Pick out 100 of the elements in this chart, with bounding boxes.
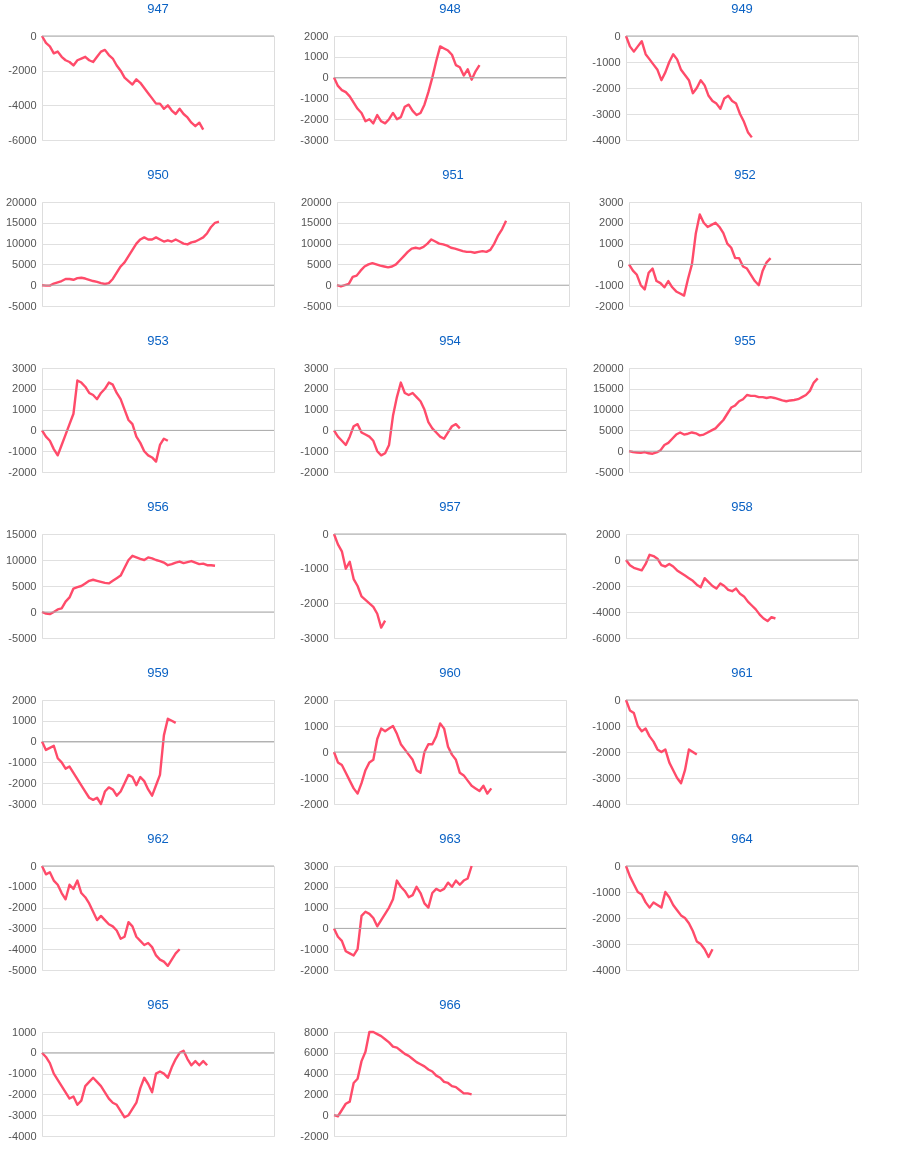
y-tick-label: -2000: [300, 465, 329, 478]
y-tick-label: -5000: [8, 631, 37, 644]
line-series: [40, 1049, 209, 1119]
chart-title: 958: [731, 499, 753, 514]
y-tick-label: 1000: [599, 237, 624, 250]
y-tick-label: 15000: [300, 216, 332, 229]
line-series: [40, 554, 217, 616]
y-tick-label: -5000: [303, 299, 332, 312]
y-tick-label: 0: [30, 735, 37, 748]
line-series: [332, 532, 387, 629]
y-tick-label: 2000: [12, 693, 37, 706]
y-tick-label: 0: [30, 278, 37, 291]
chart-title: 960: [439, 665, 461, 680]
y-tick-label: 3000: [304, 859, 329, 872]
y-tick-label: 0: [322, 745, 329, 758]
y-tick-label: -1000: [300, 562, 329, 575]
y-tick-label: 5000: [12, 579, 37, 592]
y-tick-label: -4000: [592, 797, 621, 810]
y-tick-label: 10000: [5, 553, 37, 566]
y-tick-label: 0: [614, 859, 621, 872]
chart-title: 966: [439, 997, 461, 1012]
y-tick-label: 2000: [304, 693, 329, 706]
y-tick-label: 15000: [592, 382, 624, 395]
y-tick-label: 0: [322, 1108, 329, 1121]
y-tick-label: -1000: [300, 942, 329, 955]
y-tick-label: -2000: [300, 797, 329, 810]
y-tick-label: -2000: [8, 64, 37, 77]
y-tick-label: 0: [325, 278, 332, 291]
chart-title: 954: [439, 333, 461, 348]
y-tick-label: 0: [614, 553, 621, 566]
y-tick-label: 20000: [300, 195, 332, 208]
chart-title: 963: [439, 831, 461, 846]
line-series: [332, 381, 462, 457]
line-series: [40, 220, 221, 287]
y-tick-label: 20000: [592, 361, 624, 374]
y-tick-label: -1000: [8, 880, 37, 893]
y-tick-label: 10000: [300, 237, 332, 250]
y-tick-label: -2000: [300, 1129, 329, 1142]
y-tick-label: 3000: [599, 195, 624, 208]
y-tick-label: 4000: [304, 1067, 329, 1080]
y-tick-label: -1000: [8, 444, 37, 457]
y-tick-label: -2000: [592, 911, 621, 924]
line-series: [624, 553, 777, 623]
line-series: [40, 864, 181, 968]
y-tick-label: 0: [30, 423, 37, 436]
chart-title: 961: [731, 665, 753, 680]
y-tick-label: -4000: [8, 942, 37, 955]
y-tick-label: 8000: [304, 1025, 329, 1038]
y-tick-label: -2000: [595, 299, 624, 312]
y-tick-label: -5000: [8, 963, 37, 976]
chart-title: 947: [147, 1, 169, 16]
y-tick-label: 2000: [596, 527, 621, 540]
y-tick-label: -6000: [8, 133, 37, 146]
line-series: [624, 34, 754, 139]
y-tick-label: 1000: [12, 714, 37, 727]
y-tick-label: -2000: [300, 963, 329, 976]
y-tick-label: 5000: [599, 423, 624, 436]
line-series: [627, 213, 772, 297]
y-tick-label: 0: [322, 921, 329, 934]
y-tick-label: -1000: [592, 55, 621, 68]
y-tick-label: 10000: [592, 403, 624, 416]
y-tick-label: -3000: [592, 937, 621, 950]
chart-title: 955: [734, 333, 756, 348]
y-tick-label: 2000: [304, 382, 329, 395]
y-tick-label: 15000: [5, 527, 37, 540]
y-tick-label: 0: [322, 423, 329, 436]
y-tick-label: 0: [30, 859, 37, 872]
y-tick-label: -4000: [592, 605, 621, 618]
y-tick-label: -3000: [8, 1108, 37, 1121]
chart-title: 951: [442, 167, 464, 182]
y-tick-label: 0: [617, 444, 624, 457]
y-tick-label: -2000: [8, 1087, 37, 1100]
chart-title: 956: [147, 499, 169, 514]
chart-title: 952: [734, 167, 756, 182]
y-tick-label: 10000: [5, 237, 37, 250]
chart-title: 965: [147, 997, 169, 1012]
y-tick-label: 0: [614, 693, 621, 706]
y-tick-label: -2000: [592, 745, 621, 758]
y-tick-label: 0: [30, 1046, 37, 1059]
y-tick-label: 2000: [599, 216, 624, 229]
line-series: [332, 45, 481, 125]
y-tick-label: 15000: [5, 216, 37, 229]
y-tick-label: -1000: [300, 91, 329, 104]
y-tick-label: 1000: [304, 403, 329, 416]
y-tick-label: 0: [617, 257, 624, 270]
line-series: [624, 864, 714, 959]
line-series: [332, 864, 473, 957]
line-series: [40, 34, 205, 131]
y-tick-label: -3000: [592, 771, 621, 784]
y-tick-label: -2000: [8, 776, 37, 789]
line-series: [624, 698, 698, 785]
y-tick-label: -4000: [8, 1129, 37, 1142]
chart-title: 962: [147, 831, 169, 846]
y-tick-label: -1000: [592, 885, 621, 898]
y-tick-label: -2000: [8, 465, 37, 478]
y-tick-label: -2000: [8, 901, 37, 914]
line-series: [332, 1030, 473, 1118]
y-tick-label: 2000: [304, 880, 329, 893]
y-tick-label: 5000: [307, 257, 332, 270]
y-tick-label: 20000: [5, 195, 37, 208]
